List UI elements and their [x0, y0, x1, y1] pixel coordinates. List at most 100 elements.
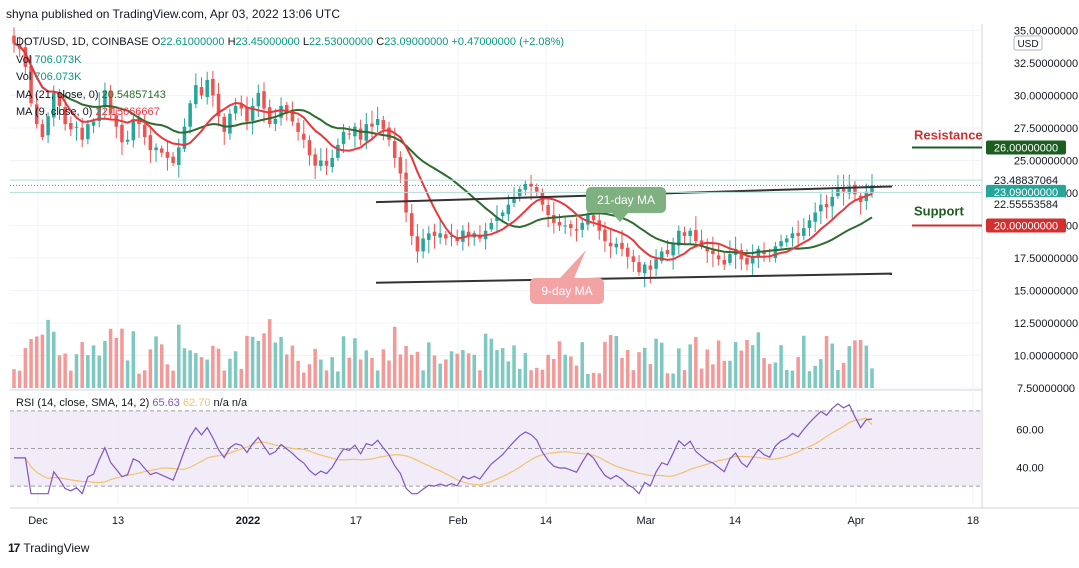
volume-bar — [137, 373, 141, 388]
low-price-tag-text: 22.55553584 — [994, 199, 1058, 211]
volume-bar — [148, 349, 153, 388]
volume-bar — [506, 361, 511, 388]
volume-bar — [319, 359, 323, 388]
candle-body — [80, 127, 84, 140]
candle-body — [449, 235, 454, 237]
candle-body — [375, 118, 380, 125]
candle-body — [245, 106, 249, 122]
candle-body — [63, 106, 67, 125]
candle-body — [563, 225, 567, 227]
candle-body — [512, 196, 516, 203]
volume-bar — [364, 350, 369, 388]
time-tick-5: 14 — [540, 515, 552, 527]
candle-body — [97, 105, 101, 121]
volume-bar — [307, 364, 312, 388]
candle-body — [199, 87, 204, 96]
volume-bar — [188, 350, 192, 388]
candle-body — [648, 265, 653, 270]
candle-body — [819, 204, 823, 212]
rsi-sma-line — [14, 417, 873, 486]
volume-bar — [46, 319, 50, 388]
brand: 17 TradingView — [8, 541, 89, 555]
volume-bar — [534, 367, 539, 388]
volume-bar — [63, 353, 67, 388]
volume-bar — [341, 336, 346, 388]
candle-body — [290, 111, 295, 122]
price-tick-10: 10.00000000 — [1014, 351, 1078, 363]
volume-bar — [870, 368, 874, 388]
volume-bar — [750, 345, 755, 388]
price-tick-9: 12.50000000 — [1014, 318, 1078, 330]
candle-body — [853, 184, 857, 195]
ma21-callout-pointer — [612, 213, 628, 222]
price-tick-7: 17.50000000 — [1014, 253, 1078, 265]
volume-bar — [17, 370, 22, 388]
volume-bar — [705, 349, 709, 388]
candle-body — [74, 126, 79, 128]
volume-bar — [398, 354, 403, 388]
volume-bar — [336, 371, 340, 388]
time-tick-9: 18 — [967, 515, 979, 527]
volume-bar — [375, 370, 380, 388]
volume-bar — [864, 345, 869, 388]
volume-bar — [194, 353, 198, 388]
volume-bar — [767, 363, 772, 388]
volume-bar — [682, 370, 687, 388]
volume-bar — [415, 351, 420, 388]
candle-body — [591, 215, 596, 221]
time-tick-1: 13 — [112, 515, 124, 527]
volume-bar — [421, 370, 425, 388]
candle-body — [336, 144, 340, 158]
candle-body — [273, 118, 278, 124]
vol-row-1: Vol 706.073K — [16, 53, 82, 66]
candle-body — [847, 186, 852, 194]
candle-body — [188, 103, 192, 127]
volume-bar — [580, 342, 584, 388]
volume-bar — [762, 358, 766, 388]
candle-body — [347, 133, 352, 135]
volume-bar — [228, 358, 232, 388]
candle-body — [256, 92, 261, 107]
tradingview-logo-icon: 17 — [8, 541, 20, 555]
volume-bar — [563, 354, 567, 388]
symbol-label: DOT/USD, 1D, COINBASE — [16, 36, 149, 48]
volume-bar — [216, 348, 221, 388]
volume-bar — [205, 359, 209, 388]
volume-bar — [756, 332, 761, 388]
candle-body — [250, 105, 255, 121]
volume-bar — [74, 354, 79, 388]
candle-body — [603, 229, 607, 242]
time-tick-2: 2022 — [236, 515, 260, 527]
volume-bar — [177, 324, 181, 388]
candle-body — [739, 250, 744, 260]
rsi-sma-value: 62.70 — [182, 397, 211, 409]
volume-bar — [694, 336, 698, 388]
candle-body — [671, 243, 675, 256]
volume-bar — [603, 341, 607, 388]
candle-body — [267, 107, 272, 125]
volume-bar — [381, 349, 386, 388]
volume-bar — [444, 359, 448, 388]
candle-body — [444, 234, 448, 239]
candle-body — [91, 121, 96, 126]
candle-body — [108, 90, 113, 114]
candle-body — [120, 124, 124, 143]
candle-body — [114, 115, 119, 127]
candle-body — [552, 215, 556, 223]
candle-body — [353, 126, 357, 137]
candle-body — [12, 35, 16, 44]
candle-body — [745, 258, 749, 265]
candle-body — [785, 238, 789, 243]
ma9-row: MA (9, close, 0) 22.15666667 — [16, 106, 160, 118]
volume-bar — [290, 345, 295, 388]
volume-bar — [711, 364, 715, 388]
volume-bar — [69, 370, 73, 388]
candle-body — [387, 127, 391, 140]
volume-bar — [796, 357, 800, 388]
volume-bar — [461, 350, 465, 388]
volume-bar — [279, 336, 283, 388]
volume-bar — [313, 348, 317, 388]
volume-bar — [330, 357, 334, 388]
candle-body — [682, 232, 687, 236]
